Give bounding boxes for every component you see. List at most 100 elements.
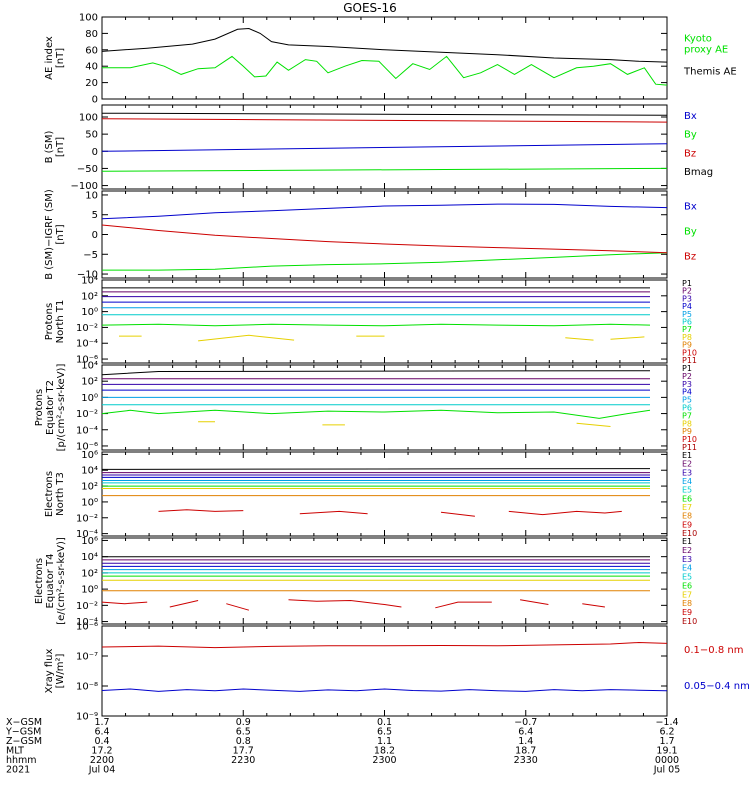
y-tick-label: 10⁶ <box>81 536 98 547</box>
series-by-line <box>102 252 668 271</box>
y-tick-label: 10⁴ <box>81 466 98 477</box>
y-tick-label: −10 <box>77 270 98 281</box>
y-axis-label: AE index <box>44 36 55 80</box>
legend-entry: Bx <box>684 202 697 213</box>
ephemeris-value: 0.1 <box>377 717 392 728</box>
legend-entry: E9 <box>682 520 692 529</box>
y-axis-label: Electrons <box>44 471 55 517</box>
y-tick-label: 100 <box>79 13 98 24</box>
legend-entry: E8 <box>682 512 692 521</box>
panel-frame <box>101 190 668 279</box>
legend-entry: P9 <box>682 341 692 350</box>
legend-entry: Bmag <box>684 167 713 178</box>
series-bmag-line <box>101 112 668 116</box>
series-e10-segment <box>582 603 605 608</box>
legend-entry: E6 <box>682 581 692 590</box>
ephemeris-row-label: Y−GSM <box>5 727 41 738</box>
panel-2: −100 −50 0 50 100 B (SM) [nT] Bx By Bz Bmag <box>44 104 713 192</box>
y-axis-label: B (SM)−IGRF (SM) <box>44 189 55 280</box>
y-tick-label: 10⁻⁴ <box>76 617 98 628</box>
ephemeris-value: 6.4 <box>94 727 109 738</box>
y-tick-label: 10⁻² <box>76 601 98 612</box>
y-tick-label: 10² <box>81 291 98 302</box>
legend-entry: E8 <box>682 599 692 608</box>
series-0-05-0-4-nm-line <box>101 688 668 692</box>
series-p7-line <box>101 323 651 327</box>
ephemeris-value: 6.5 <box>377 727 392 738</box>
y-axis-label: Equator T2 <box>45 380 56 435</box>
y-axis-label: Protons <box>44 303 55 340</box>
y-tick-label: 10⁶ <box>81 450 98 461</box>
ephemeris-value: 0.8 <box>236 736 251 747</box>
y-tick-label: 10⁻⁶ <box>76 441 98 452</box>
y-tick-label: 10⁰ <box>81 585 98 596</box>
panel-frame <box>101 625 668 717</box>
series-p1-line <box>101 370 651 376</box>
series-e10-segment <box>435 601 492 609</box>
y-tick-label: 20 <box>85 78 98 89</box>
legend-entry: Bx <box>684 111 697 122</box>
legend-entry: P4 <box>682 302 692 311</box>
ephemeris-value: 1.4 <box>518 736 533 747</box>
legend-entry: P11 <box>682 356 697 365</box>
y-axis-label: North T1 <box>55 300 66 344</box>
legend-entry: P2 <box>682 287 692 296</box>
series-e10-segment <box>169 600 199 608</box>
y-axis-label: [nT] <box>55 48 66 68</box>
legend-entry: E5 <box>682 486 692 495</box>
legend-entry: E4 <box>682 564 692 573</box>
legend-entry: P5 <box>682 310 692 319</box>
legend-entry: E9 <box>682 608 692 617</box>
y-tick-label: 10⁻⁴ <box>76 425 98 436</box>
legend-entry: By <box>684 227 697 238</box>
y-tick-label: −5 <box>83 250 98 261</box>
legend-entry: E10 <box>682 529 697 538</box>
legend-entry: E5 <box>682 573 692 582</box>
legend-entry: P10 <box>682 435 697 444</box>
series-e10-segment <box>440 511 475 517</box>
panel-frame <box>101 364 668 451</box>
y-tick-label: 0 <box>92 95 98 106</box>
series-e10-segment <box>508 510 622 516</box>
y-tick-label: 0 <box>92 230 98 241</box>
ephemeris-row-label: hhmm <box>6 755 37 766</box>
legend-entry: P1 <box>682 364 692 373</box>
ephemeris-value: 6.5 <box>236 727 251 738</box>
legend-entry: P1 <box>682 279 692 288</box>
ephemeris-row-label: MLT <box>6 746 24 757</box>
legend-entry: Kyoto <box>684 34 712 45</box>
legend-entry: E1 <box>682 537 692 546</box>
legend-entry: E7 <box>682 503 692 512</box>
panel-7: 10⁶ 10⁴ 10² 10⁰ 10⁻² 10⁻⁴ Electrons Equator T4[… <box>34 536 697 628</box>
panel-5: 10⁴ 10² 10⁰ 10⁻² 10⁻⁴ 10⁻⁶ Protons Equator T2 [p… <box>34 361 697 453</box>
y-tick-label: 50 <box>85 130 98 141</box>
legend-entry: E7 <box>682 590 692 599</box>
legend-entry: E3 <box>682 468 692 477</box>
y-tick-label: 10⁻² <box>76 409 98 420</box>
ephemeris-table: X−GSMY−GSMZ−GSMMLThhmm20211.76.40.417.22… <box>5 717 680 776</box>
ephemeris-value: 19.1 <box>656 746 677 757</box>
ephemeris-value: 1.7 <box>94 717 109 728</box>
legend-entry: Bz <box>684 251 696 262</box>
y-tick-label: 10⁴ <box>81 276 98 287</box>
legend-entry: E6 <box>682 494 692 503</box>
series-e10-segment <box>288 599 402 608</box>
y-tick-label: −100 <box>71 181 98 192</box>
y-tick-label: 10⁻⁶ <box>76 622 98 633</box>
ephemeris-row-label: X−GSM <box>6 717 42 728</box>
y-tick-label: 10⁻² <box>76 513 98 524</box>
y-tick-label: 10⁻⁸ <box>76 682 98 693</box>
series-by-line <box>101 167 668 172</box>
y-tick-label: 10⁻⁹ <box>76 712 98 723</box>
legend-entry: P4 <box>682 388 692 397</box>
y-tick-label: 60 <box>85 45 98 56</box>
y-axis-label: Xray flux <box>44 649 55 694</box>
legend-entry: E2 <box>682 460 692 469</box>
plot-title: GOES-16 <box>343 1 397 15</box>
legend-entry: P11 <box>682 443 697 452</box>
y-axis-label: [nT] <box>55 137 66 157</box>
legend-entry: E4 <box>682 477 692 486</box>
legend-entry: P5 <box>682 396 692 405</box>
